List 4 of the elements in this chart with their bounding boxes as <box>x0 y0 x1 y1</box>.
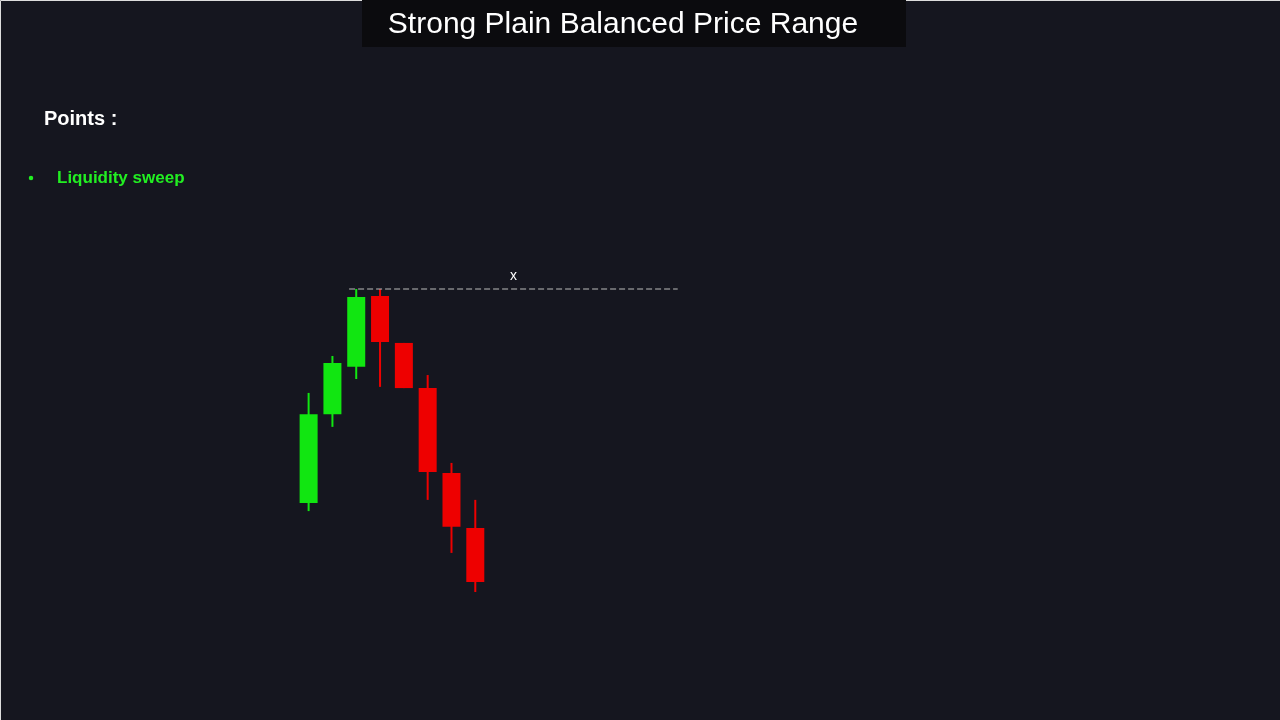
text: Points : <box>44 107 118 129</box>
ref-line-label: x <box>509 267 517 283</box>
text: Liquidity sweep <box>57 168 185 187</box>
text: Strong Plain Balanced Price Range <box>387 6 859 39</box>
